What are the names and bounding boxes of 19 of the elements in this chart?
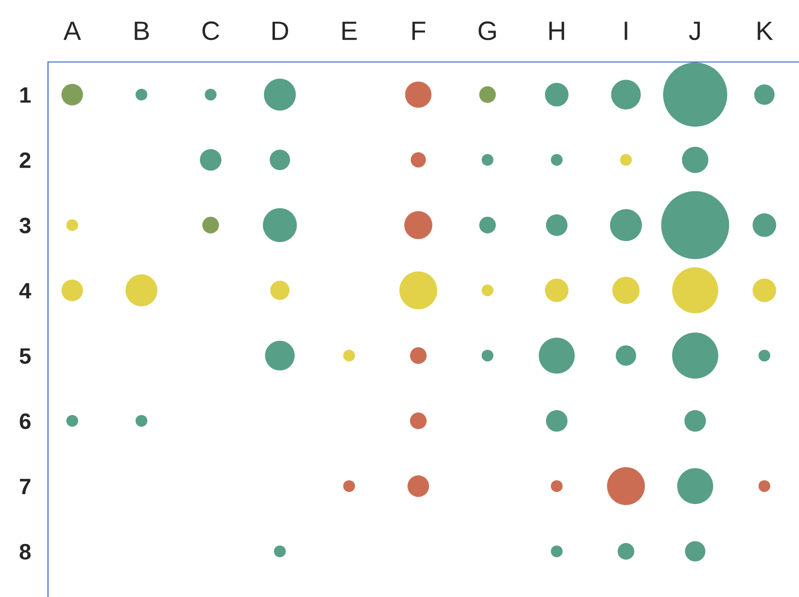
y-tick-label: 4 bbox=[19, 283, 32, 298]
x-tick-label: E bbox=[342, 22, 357, 40]
y-tick-label: 7 bbox=[20, 478, 30, 494]
x-tick-label: I bbox=[624, 22, 628, 40]
x-tick-label: H bbox=[549, 22, 564, 40]
x-tick-label: J bbox=[688, 22, 700, 40]
y-tick-label: 8 bbox=[20, 544, 31, 560]
x-tick-label: K bbox=[758, 22, 773, 40]
x-tick-label: F bbox=[412, 22, 426, 40]
y-tick-label: 2 bbox=[20, 152, 30, 168]
x-tick-label: D bbox=[272, 22, 288, 40]
x-tick-label: B bbox=[134, 22, 149, 40]
y-tick-label: 1 bbox=[20, 87, 31, 103]
x-tick-label: G bbox=[478, 21, 496, 40]
x-tick-label: C bbox=[202, 21, 220, 40]
y-tick-label: 6 bbox=[20, 413, 31, 430]
y-tick-label: 3 bbox=[19, 218, 31, 234]
y-tick-label: 5 bbox=[20, 348, 31, 364]
x-tick-label: A bbox=[63, 22, 81, 40]
